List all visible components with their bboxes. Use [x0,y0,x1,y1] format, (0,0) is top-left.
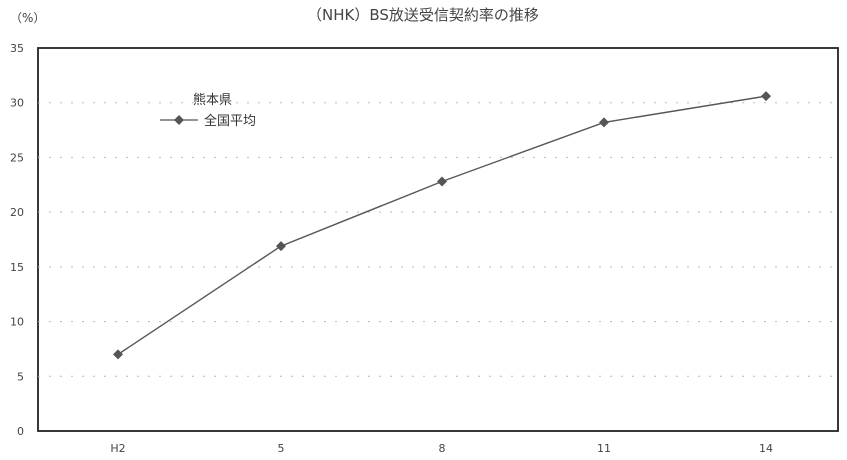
x-tick-labels: H2 5 8 11 14 [110,442,773,455]
series-layer [113,91,771,360]
y-tick-label: 30 [10,97,24,110]
chart-title: （NHK）BS放送受信契約率の推移 [307,6,539,24]
gridlines [38,102,838,377]
legend-label: 全国平均 [204,113,256,129]
data-point [437,176,447,187]
x-tick-label: 8 [439,442,446,455]
y-tick-label: 20 [10,206,24,219]
data-point [113,349,123,360]
x-tick-label: 14 [759,442,773,455]
x-tick-label: 11 [597,442,611,455]
data-point [761,91,771,102]
y-tick-label: 15 [10,261,24,274]
y-tick-labels: 0 5 10 15 20 25 30 35 [10,42,24,438]
x-tick-label: 5 [278,442,285,455]
y-tick-label: 25 [10,151,24,164]
series-line [117,95,767,355]
y-axis-unit: （%） [10,11,45,25]
y-tick-label: 10 [10,316,24,329]
y-tick-label: 35 [10,42,24,55]
x-tick-label: H2 [110,442,125,455]
plot-frame [37,47,839,432]
y-tick-label: 0 [17,425,24,438]
data-point [276,241,286,252]
data-point [599,117,609,128]
legend-marker [174,115,184,125]
legend: 熊本県 全国平均 [160,92,256,129]
y-tick-label: 5 [17,370,24,383]
legend-header: 熊本県 [193,92,232,108]
